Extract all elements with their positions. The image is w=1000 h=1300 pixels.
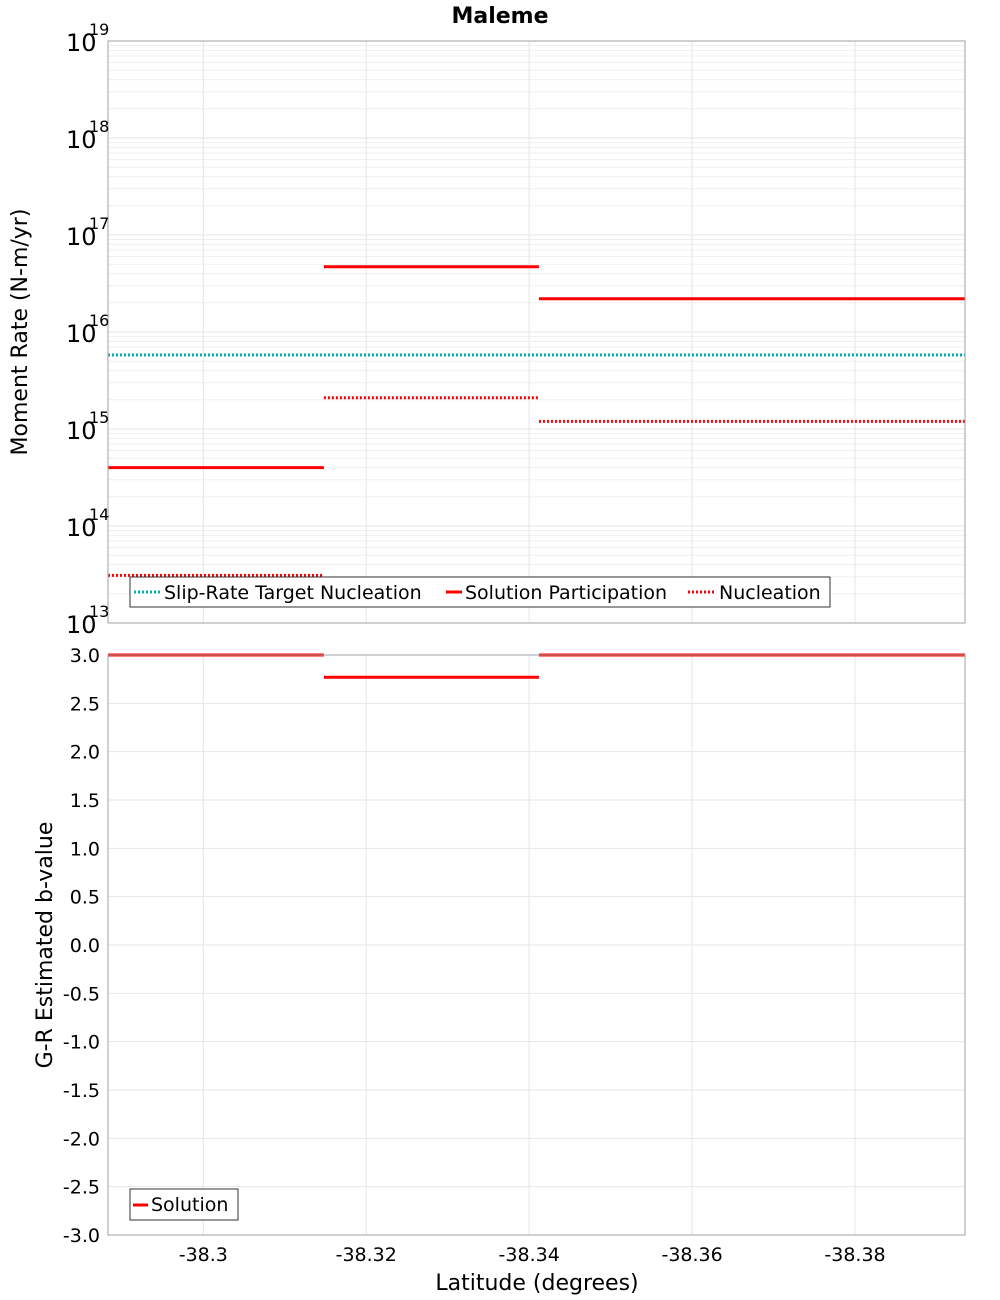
bottom-y-tick-label: 2.0 <box>70 742 100 764</box>
bottom-y-tick-label: -3.0 <box>63 1225 100 1247</box>
legend-label-nucleation: Nucleation <box>719 582 821 604</box>
top-y-tick-label: 10 <box>66 126 97 154</box>
x-tick-labels: -38.3 -38.32 -38.34 -38.36 -38.38 <box>179 1244 886 1266</box>
bottom-y-tick-label: 1.0 <box>70 838 100 860</box>
top-y-tick-label: 10 <box>66 417 97 445</box>
top-plot-frame <box>107 40 966 624</box>
bottom-y-tick-label: 3.0 <box>70 645 100 667</box>
top-y-tick-exponent: 17 <box>89 214 109 233</box>
bottom-y-tick-label: 0.0 <box>70 935 100 957</box>
bottom-y-tick-label: 0.5 <box>70 887 100 909</box>
bottom-legend-box <box>129 1188 239 1221</box>
top-y-tick-label: 10 <box>66 514 97 542</box>
bottom-y-tick-labels: 3.0 2.5 2.0 1.5 1.0 0.5 0.0 -0.5 -1.0 -1.5 -2.0 -2.… <box>63 645 100 1247</box>
x-tick-label: -38.36 <box>661 1244 722 1266</box>
bottom-y-tick-label: -1.0 <box>63 1032 100 1054</box>
bottom-y-tick-label: -2.0 <box>63 1128 100 1150</box>
top-y-tick-label: 10 <box>66 320 97 348</box>
top-y-tick-exponent: 19 <box>89 20 109 39</box>
top-y-axis-label: Moment Rate (N-m/yr) <box>8 209 33 456</box>
top-y-tick-exponent: 16 <box>89 311 109 330</box>
chart-title: Maleme <box>451 4 548 29</box>
top-y-tick-label: 10 <box>66 611 97 639</box>
x-tick-label: -38.34 <box>499 1244 560 1266</box>
legend-label-b-solution: Solution <box>151 1194 228 1216</box>
bottom-y-axis-label: G-R Estimated b-value <box>33 822 58 1069</box>
bottom-y-tick-label: -2.5 <box>63 1177 100 1199</box>
bottom-y-tick-label: -1.5 <box>63 1080 100 1102</box>
x-tick-label: -38.32 <box>336 1244 397 1266</box>
legend-label-solution: Solution Participation <box>465 582 667 604</box>
top-y-tick-label: 10 <box>66 223 97 251</box>
top-y-tick-exponent: 15 <box>89 408 109 427</box>
bottom-y-tick-label: -0.5 <box>63 983 100 1005</box>
legend-label-target: Slip-Rate Target Nucleation <box>164 582 422 604</box>
b-value-panel: 3.0 2.5 2.0 1.5 1.0 0.5 0.0 -0.5 -1.0 -1.5 -2.0 -2.… <box>33 645 966 1247</box>
x-tick-label: -38.3 <box>179 1244 228 1266</box>
bottom-y-tick-label: 2.5 <box>70 693 100 715</box>
top-legend: Slip-Rate Target Nucleation Solution Par… <box>129 576 831 608</box>
bottom-y-tick-label: 1.5 <box>70 790 100 812</box>
bottom-legend: Solution <box>129 1188 239 1221</box>
x-axis-label: Latitude (degrees) <box>435 1271 638 1296</box>
x-tick-label: -38.38 <box>824 1244 885 1266</box>
top-y-tick-label: 10 <box>66 29 97 57</box>
top-y-tick-exponent: 13 <box>89 602 109 621</box>
bottom-grid <box>108 654 965 1236</box>
top-y-tick-exponent: 14 <box>89 505 109 524</box>
top-y-tick-exponent: 18 <box>89 117 109 136</box>
bottom-plot-frame <box>107 654 966 1236</box>
top-series <box>108 265 965 577</box>
